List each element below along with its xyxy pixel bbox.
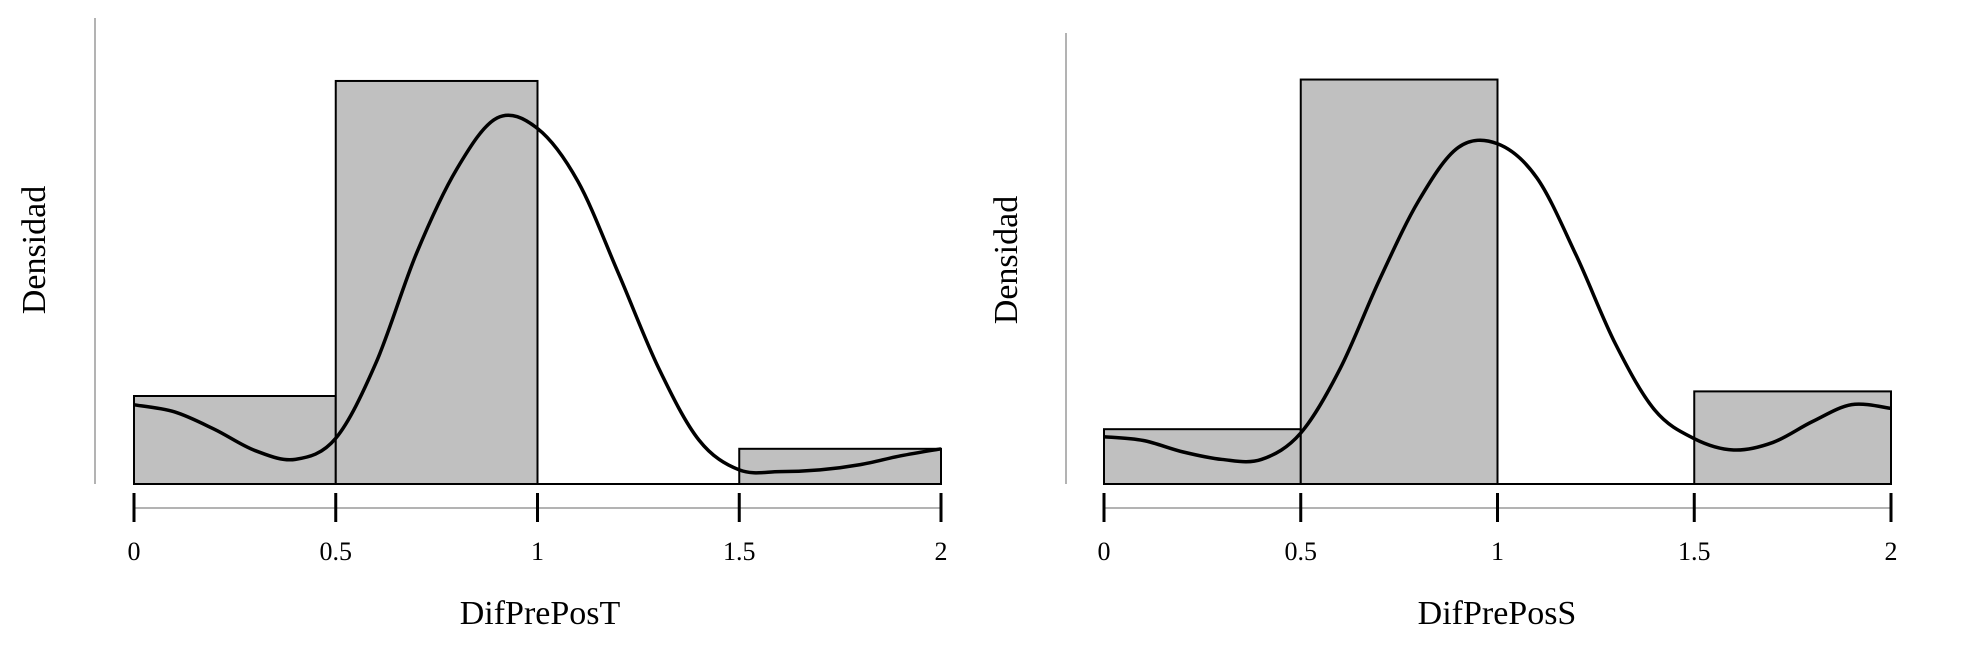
density-curve [1103, 138, 1892, 464]
x-tick-label: 2 [935, 537, 948, 566]
x-tick-label: 1 [1491, 537, 1504, 566]
histogram-panel-2: 0 0.5 1 1.5 2 DifPrePosS Densidad [988, 33, 1898, 632]
density-curve [133, 113, 942, 475]
x-tick-label: 0.5 [320, 537, 353, 566]
x-tick-label: 1.5 [1678, 537, 1711, 566]
x-tick-label: 2 [1885, 537, 1898, 566]
x-tick-label: 1 [531, 537, 544, 566]
x-tick-label: 0 [128, 537, 141, 566]
x-tick-label: 1.5 [723, 537, 756, 566]
y-axis-title: Densidad [988, 196, 1025, 324]
x-axis-title: DifPrePosT [460, 595, 621, 632]
x-tick-label: 0 [1098, 537, 1111, 566]
histogram-bar-2 [334, 79, 539, 486]
histogram-bar-2 [1299, 78, 1499, 485]
y-axis-title: Densidad [16, 186, 53, 314]
x-tick-label: 0.5 [1285, 537, 1318, 566]
x-axis-title: DifPrePosS [1418, 595, 1577, 632]
histogram-panel-1: 0 0.5 1 1.5 2 DifPrePosT Densidad [16, 18, 948, 632]
